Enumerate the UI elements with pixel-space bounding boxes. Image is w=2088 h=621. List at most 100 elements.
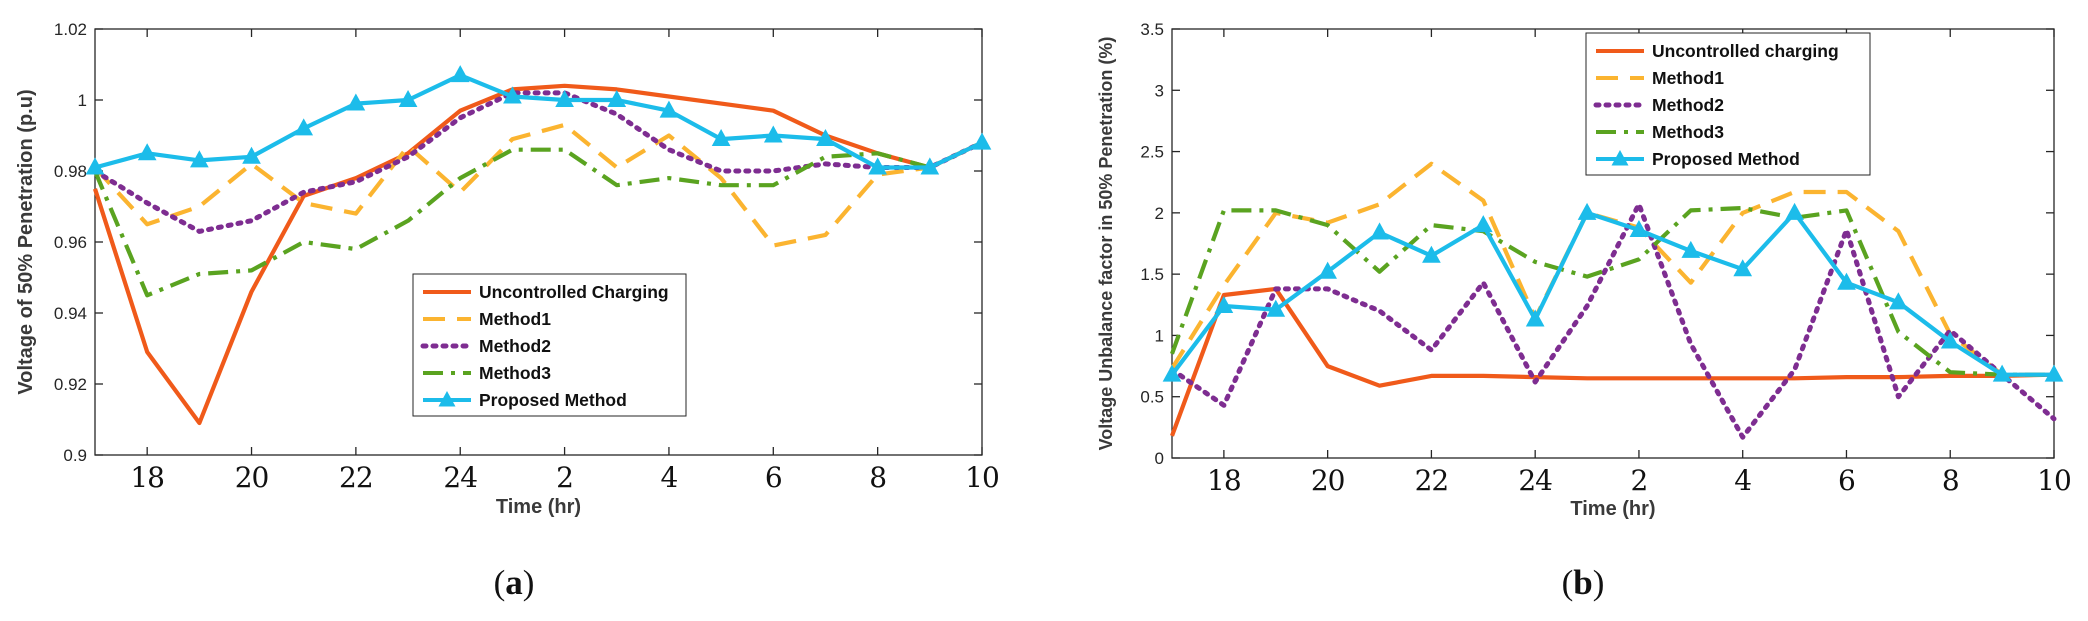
- series-line-proposed-a: [94, 73, 983, 170]
- x-tick-label-b: 18: [1207, 464, 1241, 497]
- caption-a: (a): [494, 563, 535, 602]
- legend-label-method2-a: Method2: [479, 336, 551, 356]
- series-line-method1-a: [93, 122, 983, 248]
- x-axis-label-b: Time (hr): [1570, 498, 1655, 520]
- x-tick-label-b: 24: [1518, 464, 1552, 497]
- y-tick-label-a: 0.92: [54, 375, 87, 394]
- data-point-proposed-a: [763, 125, 783, 143]
- caption-b: (b): [1562, 563, 1605, 602]
- data-point-proposed-b: [1473, 215, 1493, 233]
- data-point-proposed-a: [190, 150, 209, 168]
- panel-b: 00.511.522.533.518 20 22 24 2 4 6 8 10 Time (hr)…: [1096, 20, 2072, 602]
- x-tick-label-a: 2: [556, 461, 573, 494]
- legend-label-method2-b: Method2: [1652, 95, 1724, 115]
- y-tick-label-b: 2.5: [1140, 143, 1164, 162]
- data-point-proposed-a: [711, 129, 731, 147]
- series-line-method2-a: [92, 90, 985, 234]
- y-tick-label-b: 1: [1155, 326, 1164, 345]
- legend-box-a: [412, 273, 687, 417]
- data-point-proposed-b: [1629, 219, 1649, 238]
- data-point-proposed-b: [2044, 364, 2064, 382]
- data-point-proposed-b: [1422, 245, 1441, 263]
- data-point-proposed-b: [1577, 202, 1597, 220]
- y-axis-label-b: Voltage Unbalance factor in 50% Penetrat…: [1096, 37, 1116, 451]
- caption-letter-a: a: [505, 563, 523, 602]
- legend-label-method1-b: Method1: [1652, 68, 1724, 88]
- legend-box-b: [1585, 32, 1871, 176]
- data-point-proposed-a: [607, 89, 627, 107]
- data-point-proposed-a: [242, 146, 261, 164]
- y-tick-label-a: 1: [78, 91, 87, 110]
- data-point-proposed-b: [1889, 292, 1908, 310]
- y-tick-label-a: 0.98: [54, 162, 87, 181]
- data-point-proposed-a: [503, 86, 522, 104]
- data-point-proposed-a: [868, 157, 887, 175]
- y-tick-label-b: 0.5: [1140, 388, 1164, 407]
- y-tick-label-a: 0.94: [54, 304, 87, 323]
- data-point-proposed-b: [1370, 222, 1389, 240]
- y-tick-label-a: 1.02: [54, 20, 87, 39]
- data-point-proposed-b: [1162, 364, 1182, 382]
- x-tick-label-a: 8: [869, 461, 886, 494]
- plot-area-b: [1171, 28, 2055, 459]
- data-point-proposed-b: [1681, 240, 1701, 258]
- y-tick-label-a: 0.9: [63, 446, 87, 465]
- caption-letter-b: b: [1573, 563, 1592, 602]
- legend-marker-proposed-a: [438, 391, 456, 407]
- x-axis-label-a: Time (hr): [496, 496, 581, 518]
- x-tick-label-a: 6: [765, 461, 782, 494]
- data-point-proposed-b: [1733, 259, 1753, 277]
- legend-label-proposed-b: Proposed Method: [1652, 149, 1800, 169]
- data-point-proposed-b: [1992, 364, 2012, 382]
- legend-label-method3-a: Method3: [479, 363, 551, 383]
- x-tick-label-a: 24: [443, 461, 477, 494]
- x-tick-label-a: 20: [235, 461, 269, 494]
- data-point-proposed-b: [1940, 331, 1960, 349]
- x-tick-label-b: 2: [1631, 464, 1648, 497]
- legend-label-uncontrolled-b: Uncontrolled charging: [1652, 41, 1839, 61]
- data-point-proposed-a: [920, 157, 940, 175]
- x-tick-label-a: 4: [661, 461, 678, 494]
- legend-label-method3-b: Method3: [1652, 122, 1724, 142]
- series-line-uncontrolled-b: [1170, 286, 2055, 437]
- data-point-proposed-a: [816, 129, 835, 147]
- x-tick-label-b: 10: [2037, 464, 2071, 497]
- series-line-uncontrolled-a: [92, 83, 983, 426]
- legend-label-uncontrolled-a: Uncontrolled Charging: [479, 282, 669, 302]
- x-tick-label-b: 22: [1415, 464, 1449, 497]
- y-tick-label-a: 0.96: [54, 233, 87, 252]
- data-point-proposed-b: [1525, 309, 1545, 327]
- x-tick-label-b: 4: [1734, 464, 1751, 497]
- y-tick-label-b: 1.5: [1140, 265, 1164, 284]
- x-tick-label-a: 18: [130, 461, 164, 494]
- legend-label-method1-a: Method1: [479, 309, 551, 329]
- legend-label-proposed-a: Proposed Method: [479, 390, 627, 410]
- data-point-proposed-a: [450, 65, 470, 83]
- x-tick-label-a: 22: [339, 461, 373, 494]
- data-point-proposed-a: [659, 100, 679, 118]
- y-tick-label-b: 0: [1155, 449, 1164, 468]
- data-point-proposed-a: [555, 89, 574, 107]
- y-tick-label-b: 2: [1155, 204, 1164, 223]
- series-a: [85, 65, 992, 426]
- legend-a: Uncontrolled Charging Method1 Method2 Metho…: [412, 273, 687, 417]
- data-point-proposed-a: [398, 89, 418, 107]
- series-line-method3-b: [1170, 205, 2054, 377]
- legend-marker-proposed-b: [1611, 150, 1629, 166]
- data-point-proposed-a: [972, 132, 992, 150]
- data-point-proposed-b: [1318, 261, 1337, 279]
- series-b: [1162, 161, 2064, 440]
- x-tick-label-a: 10: [965, 461, 999, 494]
- y-tick-label-b: 3.5: [1140, 20, 1164, 39]
- data-point-proposed-b: [1266, 299, 1286, 317]
- data-point-proposed-a: [346, 93, 366, 111]
- series-line-method2-b: [1169, 201, 2057, 440]
- data-point-proposed-a: [85, 157, 105, 175]
- data-point-proposed-a: [294, 118, 314, 136]
- data-point-proposed-a: [137, 143, 157, 161]
- y-axis-label-a: Voltage of 50% Penetration (p.u): [15, 89, 37, 394]
- x-tick-label-b: 20: [1311, 464, 1345, 497]
